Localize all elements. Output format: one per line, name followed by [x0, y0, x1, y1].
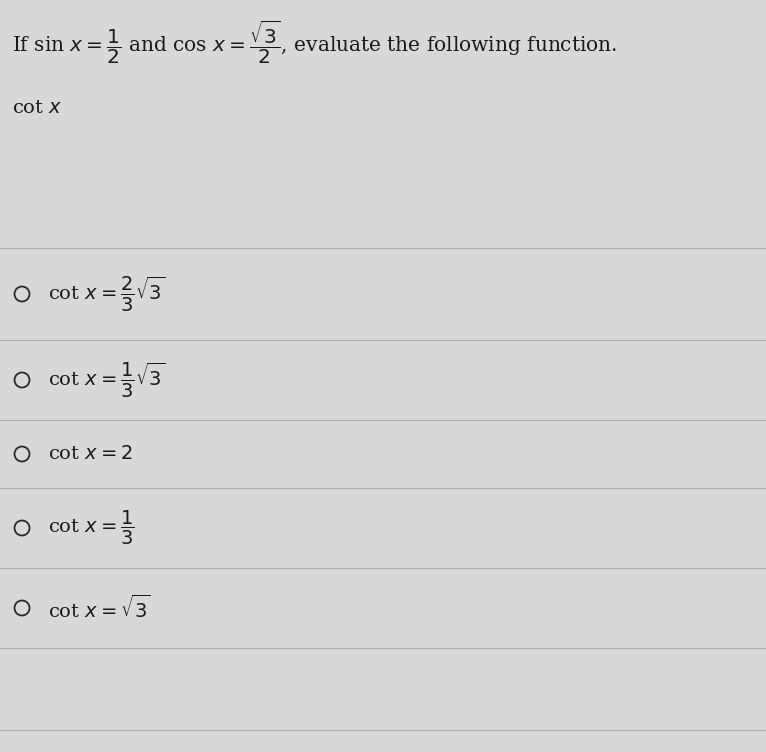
Text: cot $x = \dfrac{1}{3}\sqrt{3}$: cot $x = \dfrac{1}{3}\sqrt{3}$ — [48, 360, 165, 399]
Text: cot $x = 2$: cot $x = 2$ — [48, 445, 133, 463]
Text: cot $x = \sqrt{3}$: cot $x = \sqrt{3}$ — [48, 594, 151, 622]
Text: cot $x = \dfrac{1}{3}$: cot $x = \dfrac{1}{3}$ — [48, 509, 135, 547]
Text: cot $x$: cot $x$ — [12, 99, 62, 117]
Text: cot $x = \dfrac{2}{3}\sqrt{3}$: cot $x = \dfrac{2}{3}\sqrt{3}$ — [48, 274, 165, 314]
Text: If sin $x = \dfrac{1}{2}$ and cos $x = \dfrac{\sqrt{3}}{2}$, evaluate the follow: If sin $x = \dfrac{1}{2}$ and cos $x = \… — [12, 18, 617, 65]
